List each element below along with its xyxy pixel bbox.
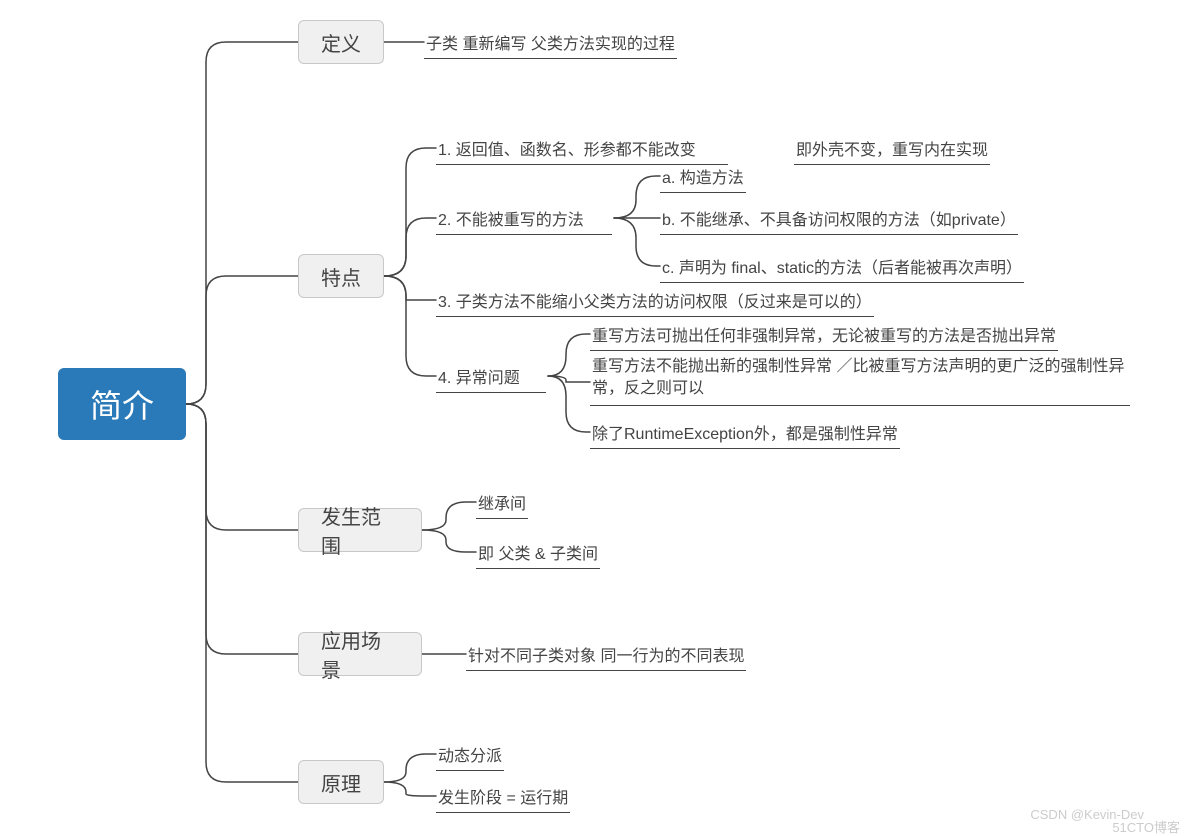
feature-row2-c: c. 声明为 final、static的方法（后者能被再次声明）: [660, 252, 1024, 283]
principle-a: 动态分派: [436, 740, 504, 771]
feature-row2-b: b. 不能继承、不具备访问权限的方法（如private）: [660, 204, 1018, 235]
feature-row1-tail: 即外壳不变，重写内在实现: [794, 134, 990, 165]
principle-b: 发生阶段 = 运行期: [436, 782, 570, 813]
root-node: 简介: [58, 368, 186, 440]
feature-row4-label: 4. 异常问题: [436, 362, 546, 393]
root-label: 简介: [90, 381, 154, 427]
feature-row4-a: 重写方法可抛出任何非强制异常，无论被重写的方法是否抛出异常: [590, 320, 1058, 351]
feature-row4-c: 除了RuntimeException外，都是强制性异常: [590, 418, 900, 449]
branch-label: 特点: [321, 262, 361, 291]
branch-label: 定义: [321, 28, 361, 57]
feature-row3-label: 3. 子类方法不能缩小父类方法的访问权限（反过来是可以的）: [436, 286, 874, 317]
branch-label: 原理: [321, 768, 361, 797]
watermark-2: 51CTO博客: [1112, 817, 1180, 836]
branch-features: 特点: [298, 254, 384, 298]
branch-label: 发生范围: [321, 501, 399, 559]
branch-label: 应用场景: [321, 625, 399, 683]
branch-usecase: 应用场景: [298, 632, 422, 676]
usecase-a: 针对不同子类对象 同一行为的不同表现: [466, 640, 746, 671]
branch-definition: 定义: [298, 20, 384, 64]
scope-a: 继承间: [476, 488, 528, 519]
feature-row4-b: 重写方法不能抛出新的强制性异常 ／比被重写方法声明的更广泛的强制性异常，反之则可…: [590, 354, 1130, 406]
scope-b: 即 父类 & 子类间: [476, 538, 600, 569]
feature-row2-a: a. 构造方法: [660, 162, 746, 193]
branch-scope: 发生范围: [298, 508, 422, 552]
leaf-definition-text: 子类 重新编写 父类方法实现的过程: [424, 28, 677, 59]
feature-row1-label: 1. 返回值、函数名、形参都不能改变: [436, 134, 728, 165]
branch-principle: 原理: [298, 760, 384, 804]
feature-row2-label: 2. 不能被重写的方法: [436, 204, 612, 235]
